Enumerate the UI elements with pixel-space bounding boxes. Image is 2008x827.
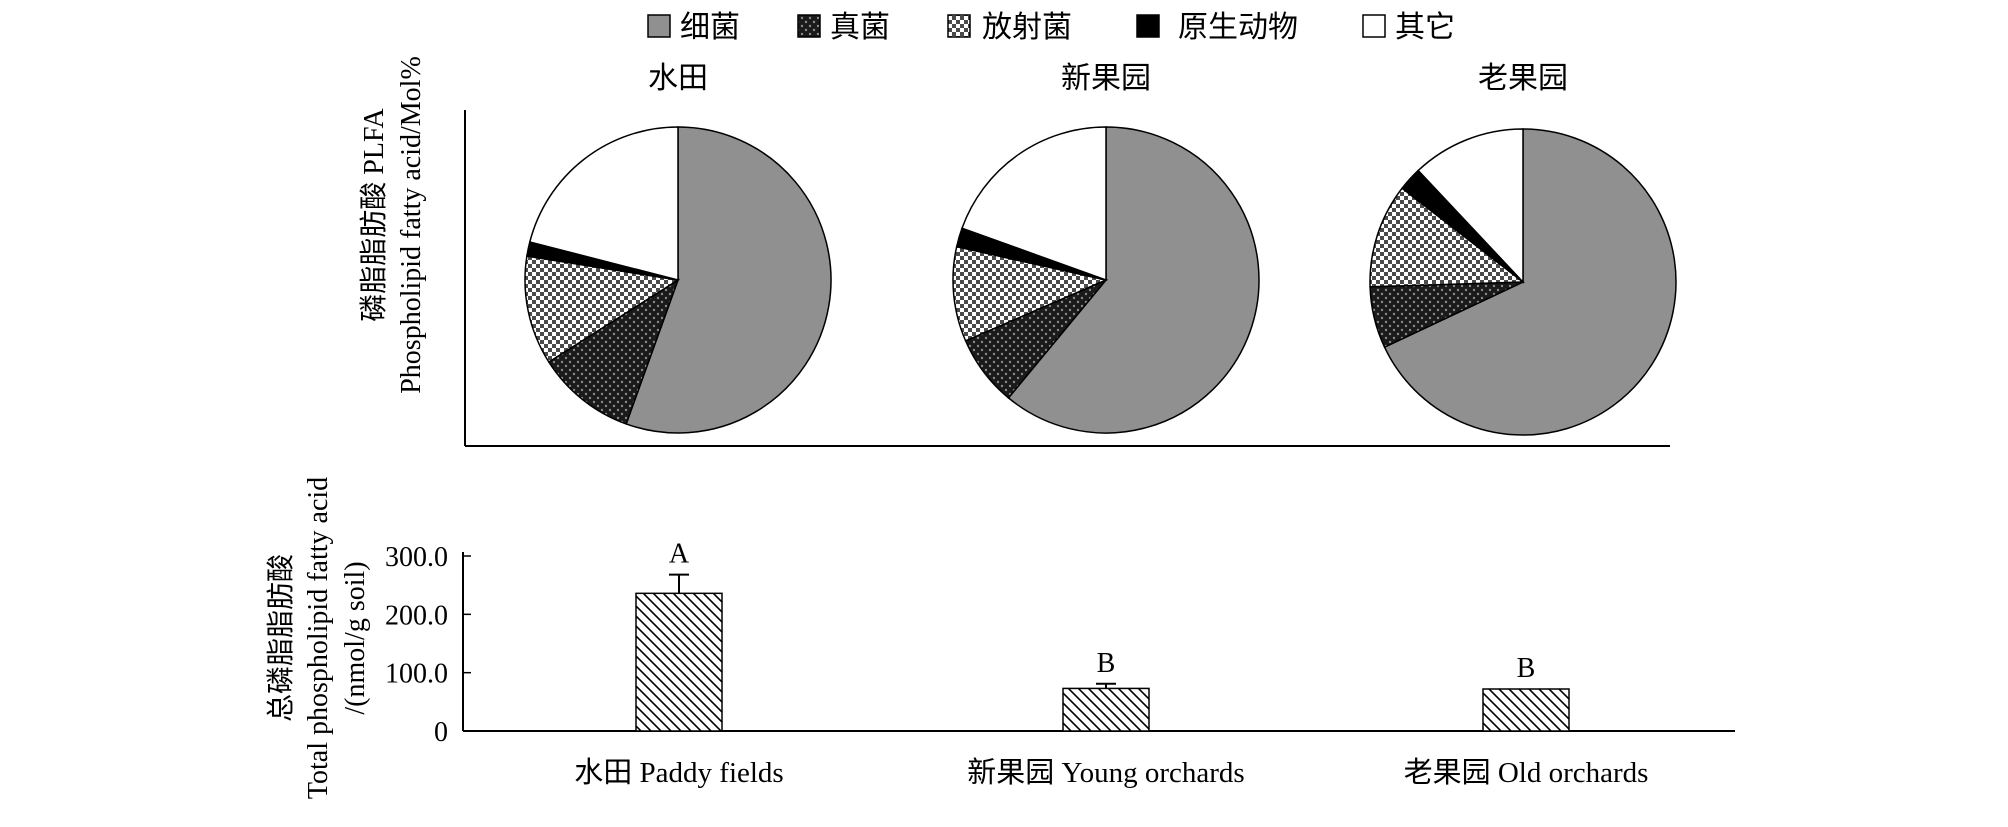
pie-3-slice-actinomycetes bbox=[1369, 187, 1526, 288]
pie-chart-3: 老果园 bbox=[1369, 62, 1677, 436]
bar-category-label-1: 水田 Paddy fields bbox=[574, 756, 783, 789]
pie-title-1: 水田 bbox=[648, 62, 708, 95]
bar-ytick-label: 0 bbox=[434, 717, 448, 748]
legend-swatch-bacteria bbox=[647, 14, 671, 38]
bar-ytick-label: 200.0 bbox=[385, 600, 448, 631]
legend-label-protozoa: 原生动物 bbox=[1178, 11, 1298, 44]
significance-label-1: A bbox=[669, 539, 690, 570]
pie-3-slice-other bbox=[1417, 128, 1524, 284]
legend-item-actinomycetes: 放射菌 bbox=[947, 11, 1072, 44]
bar-ylabel-line2: Total phospholipid fatty acid bbox=[303, 477, 334, 799]
pie-title-2: 新果园 bbox=[1061, 62, 1151, 95]
bar-ytick-label: 300.0 bbox=[385, 542, 448, 573]
pie-chart-2: 新果园 bbox=[952, 62, 1260, 434]
legend-item-fungi: 真菌 bbox=[797, 11, 890, 44]
pie-panel: 磷脂脂肪酸 PLFA Phospholipid fatty acid/Mol% … bbox=[358, 56, 1677, 447]
legend-swatch-protozoa bbox=[1136, 14, 1160, 38]
bar-1 bbox=[635, 592, 723, 732]
legend-item-bacteria: 细菌 bbox=[647, 11, 740, 44]
pie-2-slice-actinomycetes bbox=[952, 245, 1109, 342]
pie-chart-1: 水田 bbox=[524, 62, 832, 434]
bar-ytick-label: 100.0 bbox=[385, 659, 448, 690]
legend-swatch-other bbox=[1362, 14, 1386, 38]
bar-category-label-3: 老果园 Old orchards bbox=[1404, 756, 1649, 789]
pie-title-3: 老果园 bbox=[1478, 62, 1568, 95]
bar-group-1: A 水田 Paddy fields bbox=[574, 539, 783, 789]
legend-label-bacteria: 细菌 bbox=[680, 11, 740, 44]
bar-group-2: B 新果园 Young orchards bbox=[967, 648, 1244, 789]
bar-2 bbox=[1062, 687, 1150, 732]
bar-ylabel-line3: /(nmol/g soil) bbox=[340, 561, 371, 714]
bar-category-label-2: 新果园 Young orchards bbox=[967, 756, 1244, 789]
legend-label-other: 其它 bbox=[1395, 11, 1455, 44]
legend: 细菌 真菌 放射菌 原生动物 其它 bbox=[647, 11, 1455, 44]
legend-swatch-actinomycetes bbox=[947, 14, 971, 38]
legend-swatch-fungi bbox=[797, 14, 821, 38]
legend-item-protozoa: 原生动物 bbox=[1136, 11, 1298, 44]
bar-ylabel-line1: 总磷脂脂肪酸 bbox=[265, 554, 297, 722]
pie-ylabel-line2: Phospholipid fatty acid/Mol% bbox=[396, 56, 427, 394]
pie-1-slice-bacteria bbox=[625, 126, 832, 434]
pie-3-slice-bacteria bbox=[1383, 128, 1677, 436]
bar-3 bbox=[1482, 688, 1570, 732]
bar-panel: 总磷脂脂肪酸 Total phospholipid fatty acid /(n… bbox=[265, 477, 1735, 799]
bar-group-3: B 老果园 Old orchards bbox=[1404, 653, 1649, 789]
significance-label-2: B bbox=[1097, 648, 1116, 679]
legend-item-other: 其它 bbox=[1362, 11, 1455, 44]
legend-label-fungi: 真菌 bbox=[830, 11, 890, 44]
pie-ylabel-line1: 磷脂脂肪酸 PLFA bbox=[358, 108, 390, 322]
pie-2-slice-other bbox=[961, 126, 1107, 282]
pie-1-slice-fungi bbox=[547, 278, 680, 425]
pie-1-slice-other bbox=[528, 126, 679, 281]
significance-label-3: B bbox=[1517, 653, 1536, 684]
pie-1-slice-actinomycetes bbox=[524, 255, 681, 364]
legend-label-actinomycetes: 放射菌 bbox=[982, 11, 1072, 44]
pie-2-slice-bacteria bbox=[1007, 126, 1260, 434]
